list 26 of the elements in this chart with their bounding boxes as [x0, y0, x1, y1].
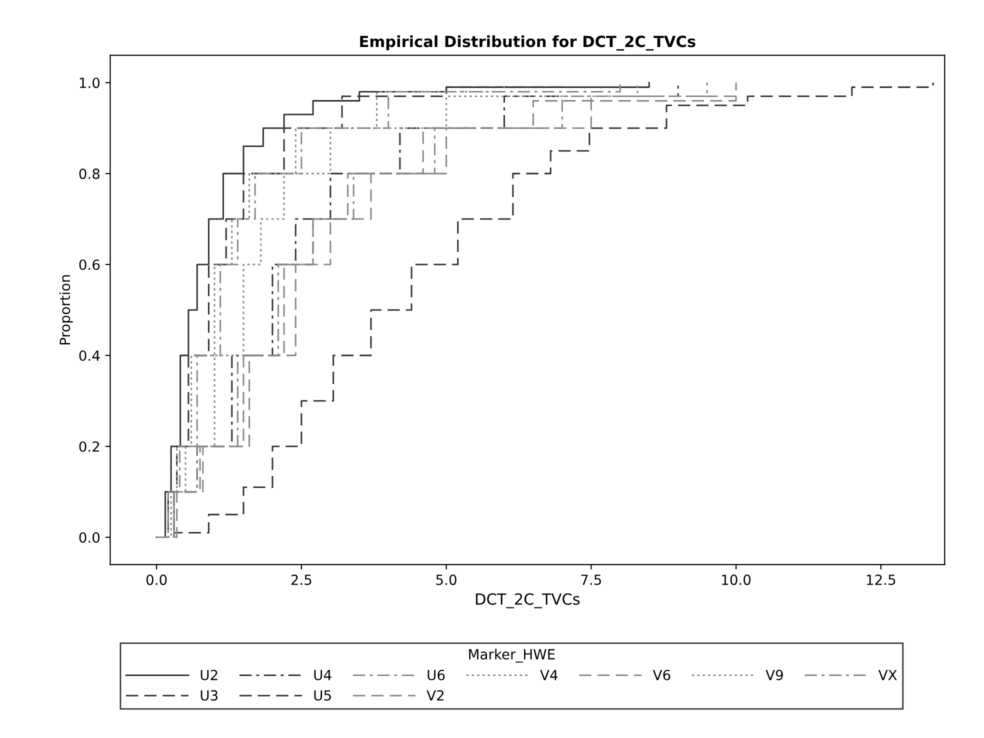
legend-label: U5 [314, 690, 331, 701]
x-tick-label: 10.0 [722, 574, 751, 586]
y-tick-label: 0.4 [79, 350, 100, 361]
x-tick-label: 7.5 [581, 574, 601, 586]
legend-label: U3 [200, 690, 218, 701]
y-tick-label: 0.6 [79, 259, 100, 270]
legend-title: Marker_HWE [469, 648, 555, 663]
y-tick-label: 1.0 [80, 78, 100, 88]
x-tick-label: 0.0 [146, 574, 167, 586]
y-tick-label: 0.8 [79, 168, 100, 180]
x-tick-label: 5.0 [436, 574, 456, 586]
legend-label: V2 [426, 690, 444, 700]
y-tick-label: 0.2 [79, 441, 100, 452]
legend-label: V4 [540, 670, 558, 680]
legend-label: U6 [428, 670, 445, 680]
y-axis-title: Proportion [59, 275, 73, 344]
legend-label: V6 [652, 670, 670, 680]
x-tick-label: 2.5 [291, 574, 312, 586]
y-tick-label: 0.0 [79, 532, 100, 543]
chart-title: Empirical Distribution for DCT_2C_TVCs [360, 35, 696, 51]
x-tick-label: 12.5 [866, 574, 896, 586]
legend-label: V9 [766, 670, 783, 680]
legend-label: U4 [314, 670, 332, 680]
x-axis-title: DCT_2C_TVCs [476, 593, 580, 608]
legend-label: VX [878, 670, 897, 680]
legend-label: U2 [200, 670, 218, 680]
